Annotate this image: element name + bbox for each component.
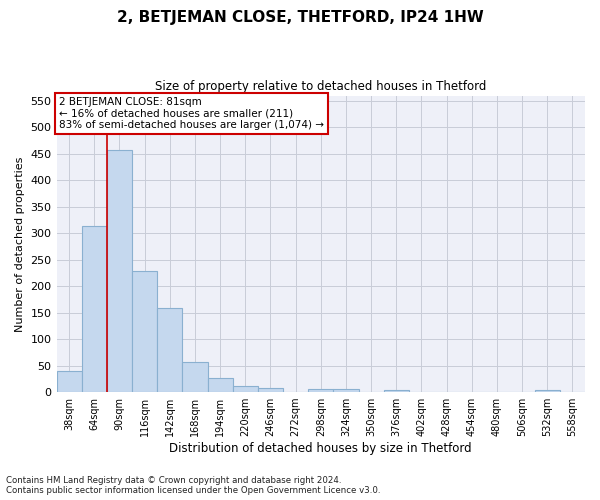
Title: Size of property relative to detached houses in Thetford: Size of property relative to detached ho… [155, 80, 487, 93]
Bar [182, 362, 208, 392]
Text: 2, BETJEMAN CLOSE, THETFORD, IP24 1HW: 2, BETJEMAN CLOSE, THETFORD, IP24 1HW [116, 10, 484, 25]
Bar [233, 386, 258, 392]
Bar [308, 390, 334, 392]
Bar [132, 272, 157, 392]
Bar [82, 226, 107, 392]
Bar [157, 308, 182, 392]
Bar [56, 371, 82, 392]
Bar [383, 390, 409, 392]
Bar [258, 388, 283, 392]
Bar [535, 390, 560, 392]
Text: Contains HM Land Registry data © Crown copyright and database right 2024.
Contai: Contains HM Land Registry data © Crown c… [6, 476, 380, 495]
X-axis label: Distribution of detached houses by size in Thetford: Distribution of detached houses by size … [169, 442, 472, 455]
Bar [107, 150, 132, 392]
Bar [334, 390, 359, 392]
Text: 2 BETJEMAN CLOSE: 81sqm
← 16% of detached houses are smaller (211)
83% of semi-d: 2 BETJEMAN CLOSE: 81sqm ← 16% of detache… [59, 97, 324, 130]
Bar [208, 378, 233, 392]
Y-axis label: Number of detached properties: Number of detached properties [15, 156, 25, 332]
